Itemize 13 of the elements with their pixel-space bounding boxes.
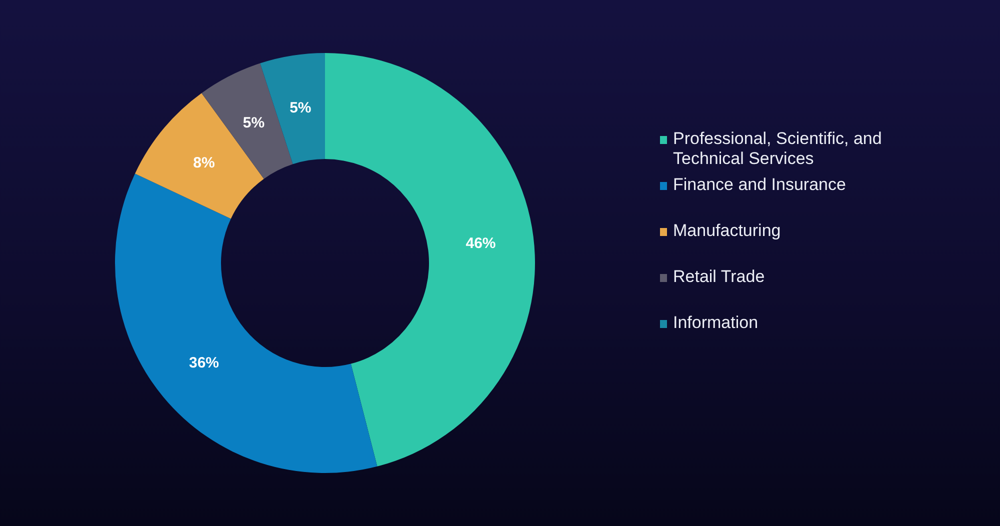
data-label: 5% — [290, 99, 312, 116]
donut-slice — [134, 93, 264, 219]
legend-label: Information — [673, 313, 758, 333]
donut-slice — [115, 174, 378, 473]
legend-label: Professional, Scientific, and Technical Services — [673, 129, 883, 168]
data-label: 8% — [193, 154, 215, 172]
data-label: 5% — [242, 114, 265, 132]
data-label: 46% — [466, 234, 496, 252]
legend-label: Retail Trade — [673, 267, 765, 287]
legend-label: Manufacturing — [673, 221, 781, 241]
donut-slice — [325, 53, 535, 466]
data-label: 36% — [189, 354, 220, 372]
legend-label: Finance and Insurance — [673, 175, 846, 195]
